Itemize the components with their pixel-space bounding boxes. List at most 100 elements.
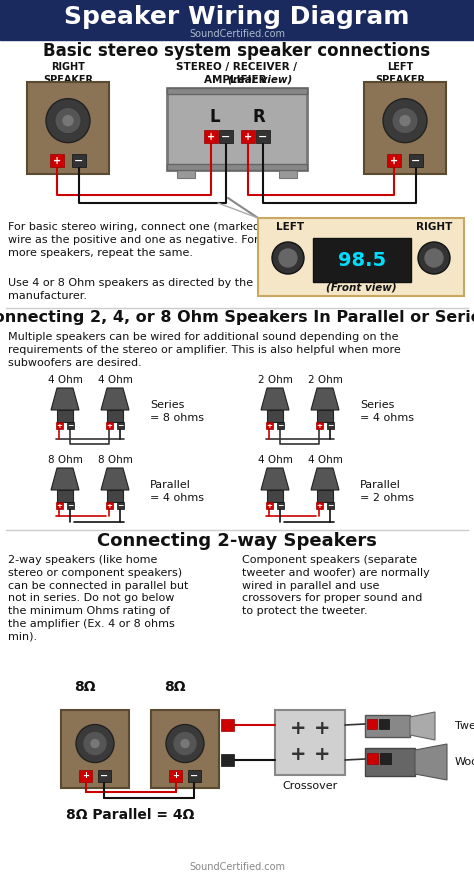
Text: RIGHT: RIGHT — [416, 222, 452, 232]
Circle shape — [76, 724, 114, 762]
Bar — [275, 710, 345, 775]
Text: LEFT
SPEAKER: LEFT SPEAKER — [375, 62, 425, 85]
Text: 2-way speakers (like home
stereo or component speakers)
can be connected in para: 2-way speakers (like home stereo or comp… — [8, 555, 188, 641]
Circle shape — [400, 116, 410, 126]
Circle shape — [63, 116, 73, 126]
Polygon shape — [51, 388, 79, 410]
Text: Multiple speakers can be wired for additional sound depending on the
requirement: Multiple speakers can be wired for addit… — [8, 332, 401, 368]
Text: +: + — [314, 745, 330, 764]
Text: +: + — [244, 131, 252, 142]
Bar — [219, 130, 233, 143]
Text: 98.5: 98.5 — [338, 250, 386, 270]
Bar — [317, 490, 333, 502]
Text: 2 Ohm: 2 Ohm — [257, 375, 292, 385]
Polygon shape — [410, 712, 435, 740]
Bar — [379, 719, 389, 729]
Polygon shape — [101, 468, 129, 490]
Polygon shape — [311, 388, 339, 410]
Text: −: − — [191, 771, 199, 781]
Text: LEFT: LEFT — [276, 222, 304, 232]
Text: (Front view): (Front view) — [326, 282, 396, 292]
Text: R: R — [253, 108, 265, 126]
Text: Woofer: Woofer — [455, 757, 474, 767]
Bar — [258, 218, 464, 296]
Bar — [79, 770, 92, 782]
Bar — [106, 502, 113, 509]
Text: Basic stereo system speaker connections: Basic stereo system speaker connections — [44, 42, 430, 60]
Text: +: + — [56, 502, 63, 508]
Text: Crossover: Crossover — [283, 781, 337, 791]
Bar — [365, 715, 410, 737]
Bar — [167, 88, 307, 94]
Text: −: − — [277, 501, 283, 510]
Text: +: + — [207, 131, 215, 142]
Text: Series
= 4 ohms: Series = 4 ohms — [360, 400, 414, 423]
Text: 4 Ohm: 4 Ohm — [257, 455, 292, 465]
Text: +: + — [266, 502, 273, 508]
Bar — [267, 490, 283, 502]
Text: Component speakers (separate
tweeter and woofer) are normally
wired in parallel : Component speakers (separate tweeter and… — [242, 555, 430, 616]
Bar — [167, 164, 307, 170]
Bar — [204, 130, 218, 143]
Bar — [57, 410, 73, 422]
Text: Speaker Wiring Diagram: Speaker Wiring Diagram — [64, 5, 410, 29]
Polygon shape — [261, 388, 289, 410]
Bar — [277, 422, 284, 429]
Text: For basic stereo wiring, connect one (marked)
wire as the positive and one as ne: For basic stereo wiring, connect one (ma… — [8, 222, 264, 257]
Text: Connecting 2, 4, or 8 Ohm Speakers In Parallel or Series: Connecting 2, 4, or 8 Ohm Speakers In Pa… — [0, 310, 474, 325]
Bar — [409, 154, 423, 167]
Bar — [266, 422, 273, 429]
Polygon shape — [415, 744, 447, 780]
Bar — [167, 88, 307, 170]
Bar — [0, 0, 474, 40]
Text: Connecting 2-way Speakers: Connecting 2-way Speakers — [97, 532, 377, 550]
Polygon shape — [101, 388, 129, 410]
Text: (rear view): (rear view) — [228, 75, 292, 85]
Text: SoundCertified.com: SoundCertified.com — [189, 29, 285, 39]
Circle shape — [418, 242, 450, 274]
Text: Series
= 8 ohms: Series = 8 ohms — [150, 400, 204, 423]
Bar — [106, 422, 113, 429]
Text: −: − — [117, 421, 124, 430]
Text: +: + — [317, 423, 322, 429]
Circle shape — [55, 108, 81, 134]
Bar — [327, 422, 334, 429]
Bar — [241, 130, 255, 143]
Text: 2 Ohm: 2 Ohm — [308, 375, 342, 385]
Text: STEREO / RECEIVER /
AMPLIFIER: STEREO / RECEIVER / AMPLIFIER — [176, 62, 298, 85]
Text: −: − — [221, 131, 231, 142]
Text: 4 Ohm: 4 Ohm — [47, 375, 82, 385]
Circle shape — [91, 739, 99, 747]
Circle shape — [392, 108, 418, 134]
Circle shape — [181, 739, 189, 747]
Bar — [266, 502, 273, 509]
Bar — [72, 154, 86, 167]
Bar — [279, 170, 297, 178]
Text: −: − — [117, 501, 124, 510]
Text: 4 Ohm: 4 Ohm — [98, 375, 132, 385]
Text: 8 Ohm: 8 Ohm — [98, 455, 132, 465]
Bar — [256, 130, 270, 143]
Polygon shape — [311, 468, 339, 490]
Text: −: − — [328, 501, 334, 510]
Text: −: − — [328, 421, 334, 430]
Bar — [188, 770, 201, 782]
Circle shape — [425, 249, 443, 267]
Bar — [57, 490, 73, 502]
Text: +: + — [107, 423, 112, 429]
Bar — [387, 154, 401, 167]
Text: 8Ω: 8Ω — [74, 680, 96, 694]
Bar — [317, 410, 333, 422]
Text: +: + — [390, 156, 398, 165]
Text: −: − — [411, 156, 421, 165]
Text: +: + — [314, 718, 330, 738]
Bar — [364, 82, 446, 174]
Circle shape — [272, 242, 304, 274]
Bar — [313, 238, 411, 282]
Text: 4 Ohm: 4 Ohm — [308, 455, 342, 465]
Text: +: + — [290, 745, 306, 764]
Text: +: + — [53, 156, 61, 165]
Bar — [61, 710, 129, 788]
Bar — [169, 770, 182, 782]
Bar — [221, 719, 234, 731]
